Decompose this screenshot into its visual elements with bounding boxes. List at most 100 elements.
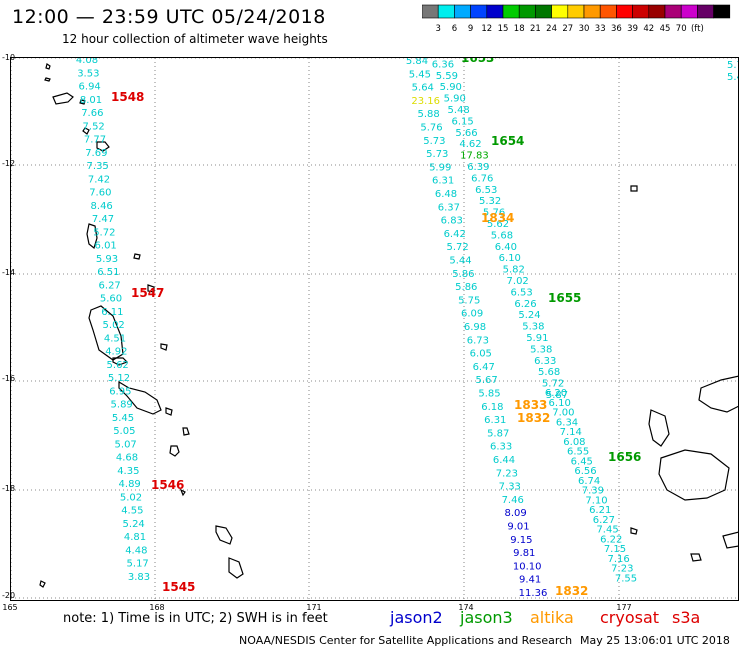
wave-height-value: 5.24: [518, 310, 540, 321]
satellite-altika-label: altika: [530, 608, 574, 627]
wave-height-value: 6.22: [600, 534, 622, 545]
wave-height-value: 5.38: [530, 344, 552, 355]
wave-height-value: 5.73: [426, 149, 448, 160]
island-outline: [44, 77, 51, 82]
wave-height-value: 5.68: [538, 367, 560, 378]
wave-height-value: 7.42: [88, 174, 110, 185]
wave-height-value: 4.96: [428, 58, 450, 59]
wave-height-value: 7.77: [84, 135, 106, 146]
legend-label: 3: [435, 24, 440, 34]
wave-height-value: 7.39: [582, 486, 604, 497]
satellite-cryosat-label: cryosat: [600, 608, 660, 627]
page-subtitle: 12 hour collection of altimeter wave hei…: [62, 32, 328, 46]
island-outline: [182, 427, 190, 436]
legend-label: 70: [676, 24, 687, 34]
wave-height-value: 6.94: [79, 82, 101, 93]
wave-height-value: 4.92: [105, 347, 127, 358]
wave-height-value: 5.60: [100, 294, 122, 305]
longitude-label: 177: [616, 603, 631, 612]
footer-note: note: 1) Time is in UTC; 2) SWH is in fe…: [63, 611, 328, 626]
wave-height-value: 5.62: [107, 360, 129, 371]
wave-height-value: 6.95: [109, 386, 131, 397]
map-panel: 4.08 3.53 6.94 8.01 7.66 7.52 7.77 7.69 7.35 7.42…: [10, 57, 739, 601]
wave-height-value: 6.11: [101, 307, 123, 318]
island-outline: [658, 449, 730, 501]
wave-height-value: 17.83: [460, 151, 489, 162]
latitude-label: -14: [2, 268, 15, 277]
pass-time-label: 1833: [514, 398, 547, 412]
wave-height-value: 5.05: [113, 426, 135, 437]
island-outline: [118, 380, 162, 415]
pass-time-label: 1834: [481, 211, 514, 225]
wave-height-value: 6.05: [470, 349, 492, 360]
island-outline: [45, 63, 51, 70]
wave-height-value: 4.51: [104, 333, 126, 344]
pass-time-label: 1655: [548, 291, 581, 305]
wave-height-value: 6.31: [432, 176, 454, 187]
credit-text: NOAA/NESDIS Center for Satellite Applica…: [239, 634, 573, 647]
island-outline: [630, 185, 638, 192]
wave-height-value: 6.53: [510, 287, 532, 298]
wave-height-value: 9.41: [519, 575, 541, 586]
wave-height-value: 5.17: [127, 559, 149, 570]
color-legend: 3 6 9 12 15 18 21 24 27 30 33 36 39 42 45 70 (ft): [422, 4, 731, 34]
wave-height-value: 5.07: [115, 439, 137, 450]
pass-time-label: 1832: [517, 411, 550, 425]
pass-time-label: 1656: [608, 450, 641, 464]
legend-swatch: [713, 4, 731, 19]
pass-time-label: 1547: [131, 286, 164, 300]
wave-height-value: 7.14: [560, 427, 582, 438]
wave-height-value: 8.46: [91, 201, 113, 212]
wave-height-value: 6.31: [484, 415, 506, 426]
wave-height-value: 6.73: [467, 335, 489, 346]
legend-label: 45: [660, 24, 671, 34]
wave-height-value: 7.55: [615, 573, 637, 584]
wave-height-value: 7.33: [499, 482, 521, 493]
wave-height-value: 4.81: [124, 532, 146, 543]
wave-height-value: 5.91: [526, 333, 548, 344]
wave-height-value: 5.86: [452, 269, 474, 280]
latitude-label: -10: [2, 53, 15, 62]
wave-height-value: 5.90: [444, 94, 466, 105]
island-outline: [86, 223, 98, 250]
island-outline: [169, 445, 180, 457]
wave-height-value: 5.73: [423, 136, 445, 147]
wave-height-value: 6.20: [545, 388, 567, 399]
wave-height-value: 9.01: [507, 522, 529, 533]
wave-height-value: 5.24: [123, 519, 145, 530]
wave-height-value: 7.60: [89, 188, 111, 199]
wave-height-value: 5.68: [491, 230, 513, 241]
wave-height-value: 4.68: [116, 453, 138, 464]
wave-height-value: 6.40: [495, 242, 517, 253]
wave-height-value: 6.39: [467, 162, 489, 173]
wave-height-value: 6.42: [444, 229, 466, 240]
legend-label: 30: [579, 24, 590, 34]
wave-height-value: 9.81: [513, 548, 535, 559]
wave-height-value: 6.74: [578, 476, 600, 487]
wave-height-value: 5.76: [420, 123, 442, 134]
wave-height-value: 5.72: [93, 227, 115, 238]
wave-height-value: 7.02: [507, 276, 529, 287]
wave-height-value: 6.10: [549, 398, 571, 409]
wave-height-value: 6.18: [481, 402, 503, 413]
wave-height-value: 5.66: [455, 128, 477, 139]
pass-time-label: 1546: [151, 478, 184, 492]
legend-label: 9: [468, 24, 473, 34]
wave-height-value: 7.16: [607, 554, 629, 565]
wave-height-value: 6.45: [571, 456, 593, 467]
wave-height-value: 6.36: [432, 59, 454, 70]
wave-height-value: 5.84: [406, 58, 428, 67]
wave-height-value: 11.36: [519, 588, 548, 599]
wave-height-value: 6.10: [499, 253, 521, 264]
wave-height-value: 5.62: [487, 219, 509, 230]
wave-height-value: 5.85: [478, 389, 500, 400]
wave-height-value: 5.32: [479, 196, 501, 207]
wave-height-value: 6.26: [514, 299, 536, 310]
wave-height-value: 8.01: [80, 95, 102, 106]
island-outline: [179, 488, 186, 497]
pass-time-label: 1653: [461, 58, 494, 65]
pass-time-label: 1545: [162, 580, 195, 594]
wave-height-value: 5.12: [108, 373, 130, 384]
wave-height-value: 6.33: [490, 442, 512, 453]
